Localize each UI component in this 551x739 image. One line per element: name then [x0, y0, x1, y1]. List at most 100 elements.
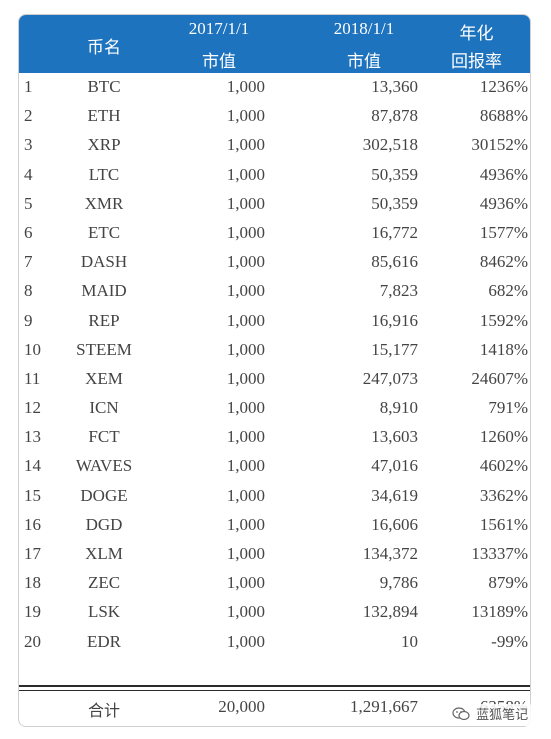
row-index: 19	[24, 602, 41, 622]
table-row: 16 DGD 1,000 16,606 1561%	[19, 511, 530, 540]
value-2018: 13,360	[371, 77, 418, 96]
value-2017: 1,000	[226, 368, 265, 388]
row-index: 15	[24, 485, 41, 505]
coin-symbol: XEM	[85, 368, 123, 388]
watermark-text: 蓝狐笔记	[476, 708, 529, 723]
value-2018: 87,878	[371, 106, 418, 126]
value-2018: 132,894	[362, 602, 418, 622]
value-2017: 1,000	[226, 193, 265, 213]
table-row: 9 REP 1,000 16,916 1592%	[19, 307, 530, 336]
row-index: 11	[24, 368, 41, 388]
annual-return: 4602%	[479, 456, 528, 476]
value-2018: 16,916	[371, 310, 418, 330]
header-return-line1: 年化	[459, 24, 494, 44]
row-index: 17	[24, 544, 41, 563]
row-index: 12	[24, 398, 41, 418]
table-row: 3 XRP 1,000 302,518 30152%	[19, 131, 530, 160]
annual-return: 1561%	[479, 514, 528, 534]
coin-symbol: DGD	[85, 514, 123, 534]
annual-return: 1577%	[479, 222, 528, 242]
coin-symbol: MAID	[81, 281, 127, 301]
value-2017: 1,000	[226, 602, 265, 622]
table-row: 19 LSK 1,000 132,894 13189%	[19, 598, 530, 627]
annual-return: 13189%	[471, 602, 528, 622]
row-index: 2	[24, 106, 33, 126]
row-index: 8	[24, 281, 33, 301]
coin-symbol: ZEC	[87, 573, 121, 593]
coin-symbol: XMR	[84, 193, 124, 213]
coin-symbol: BTC	[87, 77, 121, 96]
row-index: 7	[24, 252, 33, 272]
value-2018: 15,177	[371, 339, 418, 359]
row-index: 20	[24, 631, 41, 651]
value-2017: 1,000	[226, 310, 265, 330]
total-2017-value: 20,000	[218, 697, 265, 716]
value-2017: 1,000	[226, 164, 265, 184]
header-2017-date: 2017/1/1	[188, 19, 250, 38]
coin-symbol: ICN	[89, 398, 119, 418]
annual-return: 1592%	[479, 310, 528, 330]
value-2018: 134,372	[362, 544, 418, 563]
total-label: 合计	[87, 701, 120, 720]
value-2017: 1,000	[226, 514, 265, 534]
value-2017: 1,000	[226, 398, 265, 418]
table-row: 20 EDR 1,000 10 -99%	[19, 628, 530, 657]
row-index: 3	[24, 135, 33, 155]
table-row: 11 XEM 1,000 247,073 24607%	[19, 365, 530, 394]
annual-return: 4936%	[479, 193, 528, 213]
value-2018: 47,016	[371, 456, 418, 476]
annual-return: 1236%	[479, 77, 528, 96]
annual-return: 879%	[488, 573, 528, 593]
header-2017-market-value: 2017/1/1 市值	[169, 15, 269, 73]
value-2018: 34,619	[371, 485, 418, 505]
annual-return: 8462%	[479, 252, 528, 272]
returns-table: 币名 2017/1/1 市值 2018/1/1 市值 年化 回报率 1 BTC 1,…	[18, 14, 531, 727]
value-2018: 302,518	[362, 135, 418, 155]
value-2017: 1,000	[226, 77, 265, 96]
value-2017: 1,000	[226, 135, 265, 155]
value-2018: 10	[401, 631, 418, 651]
row-index: 5	[24, 193, 33, 213]
value-2017: 1,000	[226, 252, 265, 272]
value-2018: 16,772	[371, 222, 418, 242]
row-index: 10	[24, 339, 41, 359]
value-2017: 1,000	[226, 544, 265, 563]
coin-symbol: DOGE	[80, 485, 128, 505]
total-divider	[19, 685, 530, 687]
table-row: 8 MAID 1,000 7,823 682%	[19, 277, 530, 306]
coin-symbol: LTC	[88, 164, 120, 184]
coin-symbol: XLM	[85, 544, 123, 563]
header-coin-name: 币名	[87, 38, 121, 58]
annual-return: 30152%	[471, 135, 528, 155]
wechat-logo-icon	[452, 706, 470, 720]
annual-return: 4936%	[479, 164, 528, 184]
table-row: 17 XLM 1,000 134,372 13337%	[19, 540, 530, 569]
annual-return: -99%	[491, 631, 528, 651]
annual-return: 3362%	[479, 485, 528, 505]
watermark: 蓝狐笔记	[448, 704, 533, 726]
row-index: 13	[24, 427, 41, 447]
value-2017: 1,000	[226, 631, 265, 651]
table-body: 1 BTC 1,000 13,360 1236% 2 ETH 1,000 87,878 8688%…	[19, 73, 530, 657]
annual-return: 8688%	[479, 106, 528, 126]
table-row: 2 ETH 1,000 87,878 8688%	[19, 102, 530, 131]
value-2017: 1,000	[226, 573, 265, 593]
coin-symbol: DASH	[80, 252, 128, 272]
value-2018: 16,606	[371, 514, 418, 534]
table-header: 币名 2017/1/1 市值 2018/1/1 市值 年化 回报率	[19, 15, 530, 73]
table-row: 7 DASH 1,000 85,616 8462%	[19, 248, 530, 277]
header-annual-return: 年化 回报率	[434, 15, 519, 73]
table-row: 18 ZEC 1,000 9,786 879%	[19, 569, 530, 598]
annual-return: 24607%	[471, 368, 528, 388]
value-2017: 1,000	[226, 339, 265, 359]
value-2018: 8,910	[379, 398, 418, 418]
coin-symbol: ETC	[87, 222, 121, 242]
table-row: 15 DOGE 1,000 34,619 3362%	[19, 482, 530, 511]
value-2018: 13,603	[371, 427, 418, 447]
value-2017: 1,000	[226, 485, 265, 505]
header-2018-market-value: 2018/1/1 市值	[309, 15, 419, 73]
value-2018: 247,073	[362, 368, 418, 388]
table-row: 13 FCT 1,000 13,603 1260%	[19, 423, 530, 452]
value-2018: 50,359	[371, 193, 418, 213]
annual-return: 13337%	[471, 544, 528, 563]
